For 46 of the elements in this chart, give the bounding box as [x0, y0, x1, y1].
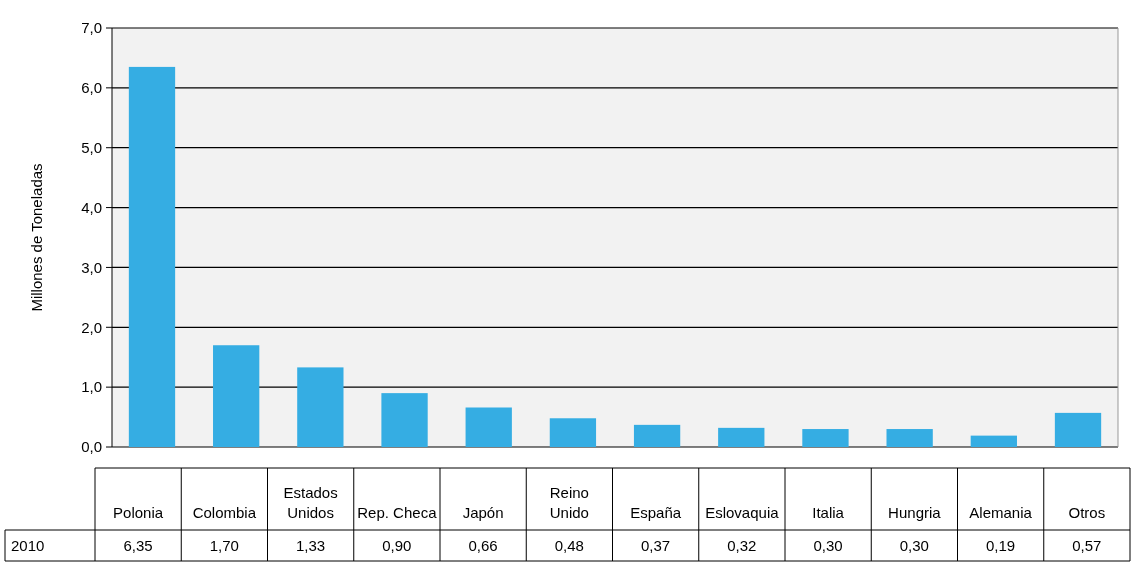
data-label: 0,30 — [813, 536, 843, 554]
x-tick-label: Estados Unidos — [283, 484, 338, 521]
bar — [886, 429, 933, 447]
bar — [802, 429, 849, 447]
data-label: 0,90 — [382, 536, 412, 554]
text: 2010 — [11, 536, 45, 554]
data-label: 0,48 — [554, 536, 584, 554]
bar — [381, 393, 428, 447]
bar — [1054, 412, 1102, 447]
data-label: 1,70 — [209, 536, 239, 554]
data-label: 0,37 — [641, 536, 671, 554]
x-tick-label: Otros — [1068, 504, 1106, 521]
bar — [549, 418, 597, 447]
data-label: 0,57 — [1072, 536, 1102, 554]
x-tick-label: Alemania — [969, 504, 1033, 521]
bar — [128, 66, 176, 447]
y-tick-label: 7,0 — [81, 19, 102, 37]
y-tick-label: 1,0 — [81, 378, 102, 396]
bar — [213, 345, 260, 447]
y-tick-label: 4,0 — [81, 198, 102, 216]
x-tick-label: Eslovaquia — [705, 504, 780, 521]
x-tick-label: Hungria — [888, 504, 942, 521]
data-label: 0,30 — [899, 536, 929, 554]
x-tick-label: Reino Unido — [549, 484, 589, 521]
x-tick-label: Italia — [812, 504, 845, 521]
data-label: 6,35 — [123, 536, 153, 554]
x-tick-label: España — [630, 504, 682, 521]
bar — [718, 427, 765, 447]
x-tick-label: Polonia — [113, 504, 164, 521]
y-tick-label: 6,0 — [81, 79, 102, 97]
y-tick-label: 2,0 — [81, 318, 102, 336]
y-tick-label: 5,0 — [81, 138, 102, 156]
data-label: 0,66 — [468, 536, 498, 554]
y-tick-label: 0,0 — [81, 438, 102, 456]
x-tick-label: Colombia — [192, 504, 257, 521]
y-axis-title: Millones de Toneladas — [28, 163, 45, 312]
x-tick-label: Rep. Checa — [357, 504, 438, 521]
bar — [633, 424, 681, 447]
data-label: 1,33 — [296, 536, 326, 554]
bar — [297, 367, 344, 447]
x-tick-label: Japón — [462, 504, 504, 521]
y-tick-label: 3,0 — [81, 258, 102, 276]
bar — [970, 435, 1017, 447]
data-label: 0,19 — [986, 536, 1016, 554]
data-label: 0,32 — [727, 536, 757, 554]
bar — [465, 407, 512, 447]
